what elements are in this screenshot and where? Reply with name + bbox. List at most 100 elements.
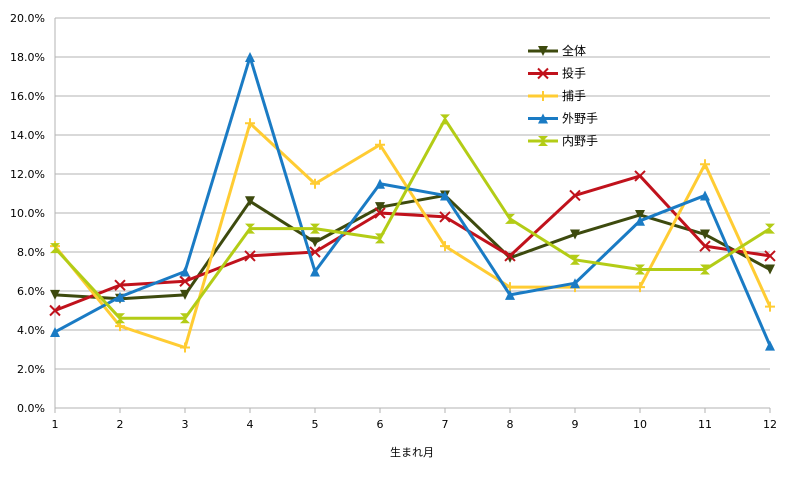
x-tick-label: 2: [117, 418, 124, 431]
legend-marker: [538, 46, 548, 56]
data-point: [49, 304, 61, 317]
x-tick-label: 1: [52, 418, 59, 431]
data-point: [570, 278, 580, 289]
data-point: [180, 289, 190, 300]
x-tick-label: 10: [633, 418, 647, 431]
series-group: [49, 52, 776, 353]
data-point: [570, 229, 580, 240]
y-tick-label: 0.0%: [17, 402, 45, 415]
data-point: [115, 291, 125, 302]
data-point: [440, 114, 450, 125]
legend-label: 全体: [562, 43, 586, 58]
x-tick-label: 3: [182, 418, 189, 431]
grid-lines: [55, 17, 770, 370]
y-tick-label: 12.0%: [10, 168, 45, 181]
y-tick-label: 8.0%: [17, 246, 45, 259]
data-point: [635, 264, 645, 275]
data-point: [310, 266, 320, 277]
series-line: [53, 117, 771, 320]
data-point: [700, 190, 710, 201]
y-tick-label: 18.0%: [10, 51, 45, 64]
x-tick-label: 11: [698, 418, 712, 431]
legend-item: 投手: [528, 66, 586, 81]
data-point: [505, 213, 515, 224]
x-axis-title: 生まれ月: [390, 445, 434, 459]
legend-item: 外野手: [528, 112, 598, 126]
data-point: [375, 233, 385, 244]
data-point: [440, 190, 450, 201]
legend-marker: [538, 91, 548, 101]
data-point: [375, 202, 385, 213]
data-point: [310, 223, 320, 234]
data-point: [699, 240, 711, 252]
data-point: [245, 223, 255, 234]
series-line: [54, 174, 771, 312]
data-point: [374, 207, 386, 219]
data-point: [375, 139, 385, 150]
legend-label: 投手: [562, 66, 586, 81]
data-point: [245, 52, 255, 62]
data-point: [504, 250, 516, 262]
data-point: [700, 264, 710, 275]
data-point: [375, 178, 385, 189]
x-tick-label: 4: [247, 418, 254, 431]
series-2: [49, 170, 776, 317]
series-5: [50, 114, 775, 324]
y-axis-tick-labels: 0.0% 2.0% 4.0% 6.0% 8.0% 10.0% 12.0% 14.0% 16.0%…: [10, 12, 45, 415]
data-point: [764, 250, 776, 262]
axes: [54, 18, 771, 413]
x-axis-tick-labels: 1 2 3 4 5 6 7 8 9 10 11 12: [52, 418, 778, 431]
data-point: [700, 159, 710, 170]
legend-label: 外野手: [562, 112, 598, 126]
x-tick-label: 7: [442, 418, 449, 431]
data-point: [50, 326, 60, 337]
data-point: [439, 211, 451, 223]
data-point: [115, 313, 125, 324]
series-line: [54, 55, 772, 347]
series-1: [50, 190, 775, 304]
data-point: [310, 237, 320, 248]
x-tick-label: 6: [377, 418, 384, 431]
x-tick-label: 12: [763, 418, 777, 431]
legend-marker: [538, 136, 548, 146]
data-point: [245, 118, 255, 129]
data-point: [635, 282, 645, 293]
y-tick-label: 4.0%: [17, 324, 45, 337]
y-tick-label: 14.0%: [10, 129, 45, 142]
series-line: [53, 121, 772, 350]
series-4: [50, 52, 775, 351]
data-point: [505, 289, 515, 300]
data-point: [635, 209, 645, 220]
data-point: [765, 223, 775, 234]
x-tick-label: 8: [507, 418, 514, 431]
data-point: [245, 196, 255, 207]
data-point: [179, 275, 191, 287]
data-point: [570, 254, 580, 265]
x-tick-label: 5: [312, 418, 319, 431]
data-point: [765, 264, 775, 275]
y-tick-label: 2.0%: [17, 363, 45, 376]
data-point: [180, 342, 190, 353]
data-point: [569, 189, 581, 202]
legend-marker: [537, 67, 549, 80]
series-line: [54, 193, 771, 301]
legend-item: 捕手: [528, 88, 586, 103]
data-point: [310, 178, 320, 189]
y-tick-label: 6.0%: [17, 285, 45, 298]
data-point: [440, 241, 450, 252]
data-point: [634, 170, 646, 182]
legend-marker: [538, 113, 548, 124]
data-point: [765, 301, 775, 312]
y-tick-label: 16.0%: [10, 90, 45, 103]
legend-label: 捕手: [562, 88, 586, 103]
legend-item: 内野手: [528, 134, 598, 148]
legend-item: 全体: [528, 43, 586, 58]
data-point: [244, 250, 256, 262]
legend-label: 内野手: [562, 134, 598, 148]
data-point: [180, 313, 190, 324]
data-point: [180, 266, 190, 277]
y-tick-label: 20.0%: [10, 12, 45, 25]
x-tick-label: 9: [572, 418, 579, 431]
